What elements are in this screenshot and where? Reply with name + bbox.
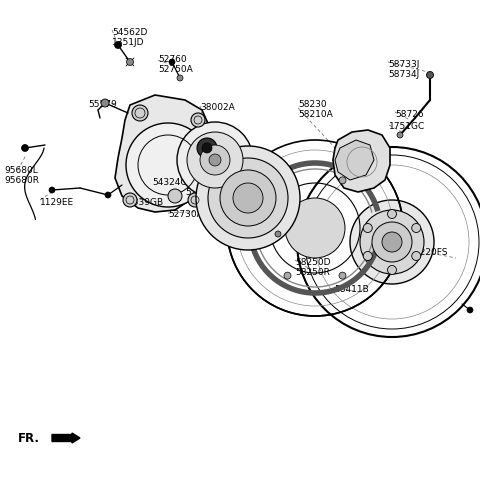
Text: 52750A: 52750A	[158, 65, 193, 74]
Circle shape	[360, 210, 424, 274]
Text: 38002A: 38002A	[200, 103, 235, 112]
Circle shape	[350, 200, 434, 284]
Text: 54562D: 54562D	[112, 28, 147, 37]
Circle shape	[127, 58, 133, 65]
Circle shape	[339, 177, 346, 184]
Text: 58210A: 58210A	[298, 110, 333, 119]
Circle shape	[412, 223, 421, 233]
Text: 1751GC: 1751GC	[389, 122, 425, 131]
Circle shape	[387, 266, 396, 274]
Circle shape	[285, 198, 345, 258]
Circle shape	[196, 146, 300, 250]
Circle shape	[467, 307, 473, 313]
Text: 58411B: 58411B	[334, 285, 369, 294]
Circle shape	[412, 251, 421, 261]
Polygon shape	[333, 130, 390, 192]
Circle shape	[177, 122, 253, 198]
Text: 1220FS: 1220FS	[415, 248, 448, 257]
Circle shape	[382, 232, 402, 252]
Circle shape	[339, 272, 346, 279]
Circle shape	[200, 145, 230, 175]
Circle shape	[363, 251, 372, 261]
Text: 1339GB: 1339GB	[128, 198, 164, 207]
Polygon shape	[115, 95, 210, 212]
Circle shape	[387, 210, 396, 218]
Text: 55579: 55579	[88, 100, 117, 109]
Text: 58250R: 58250R	[295, 268, 330, 277]
Circle shape	[115, 42, 121, 49]
Circle shape	[202, 143, 212, 153]
Circle shape	[233, 183, 263, 213]
Circle shape	[284, 272, 291, 279]
Circle shape	[22, 144, 28, 152]
Circle shape	[168, 189, 182, 203]
Circle shape	[105, 192, 111, 198]
Circle shape	[397, 132, 403, 138]
Text: 58734J: 58734J	[388, 70, 419, 79]
Text: 1129EE: 1129EE	[40, 198, 74, 207]
Circle shape	[197, 138, 217, 158]
Circle shape	[427, 72, 433, 79]
Circle shape	[188, 193, 202, 207]
Text: 52730A: 52730A	[168, 210, 203, 219]
Circle shape	[275, 231, 281, 237]
Text: 1351JD: 1351JD	[112, 38, 144, 47]
Circle shape	[363, 223, 372, 233]
Text: 58733J: 58733J	[388, 60, 420, 69]
Text: FR.: FR.	[18, 432, 40, 444]
Circle shape	[101, 99, 109, 107]
Text: 58230: 58230	[298, 100, 326, 109]
Circle shape	[209, 154, 221, 166]
Circle shape	[220, 170, 276, 226]
Text: 54324C: 54324C	[152, 178, 187, 187]
Text: 58250D: 58250D	[295, 258, 331, 267]
Circle shape	[169, 59, 175, 65]
Circle shape	[208, 158, 288, 238]
Text: 58726: 58726	[395, 110, 424, 119]
Circle shape	[191, 113, 205, 127]
Polygon shape	[335, 140, 374, 180]
Circle shape	[49, 187, 55, 193]
Circle shape	[132, 105, 148, 121]
Text: 95680R: 95680R	[4, 176, 39, 185]
Circle shape	[123, 193, 137, 207]
Text: 95680L: 95680L	[4, 166, 38, 175]
Circle shape	[177, 75, 183, 81]
FancyArrow shape	[52, 433, 80, 443]
Circle shape	[284, 177, 291, 184]
Circle shape	[126, 123, 210, 207]
Circle shape	[372, 222, 412, 262]
Circle shape	[187, 132, 243, 188]
Text: 52752: 52752	[185, 188, 214, 197]
Text: 52760: 52760	[158, 55, 187, 64]
